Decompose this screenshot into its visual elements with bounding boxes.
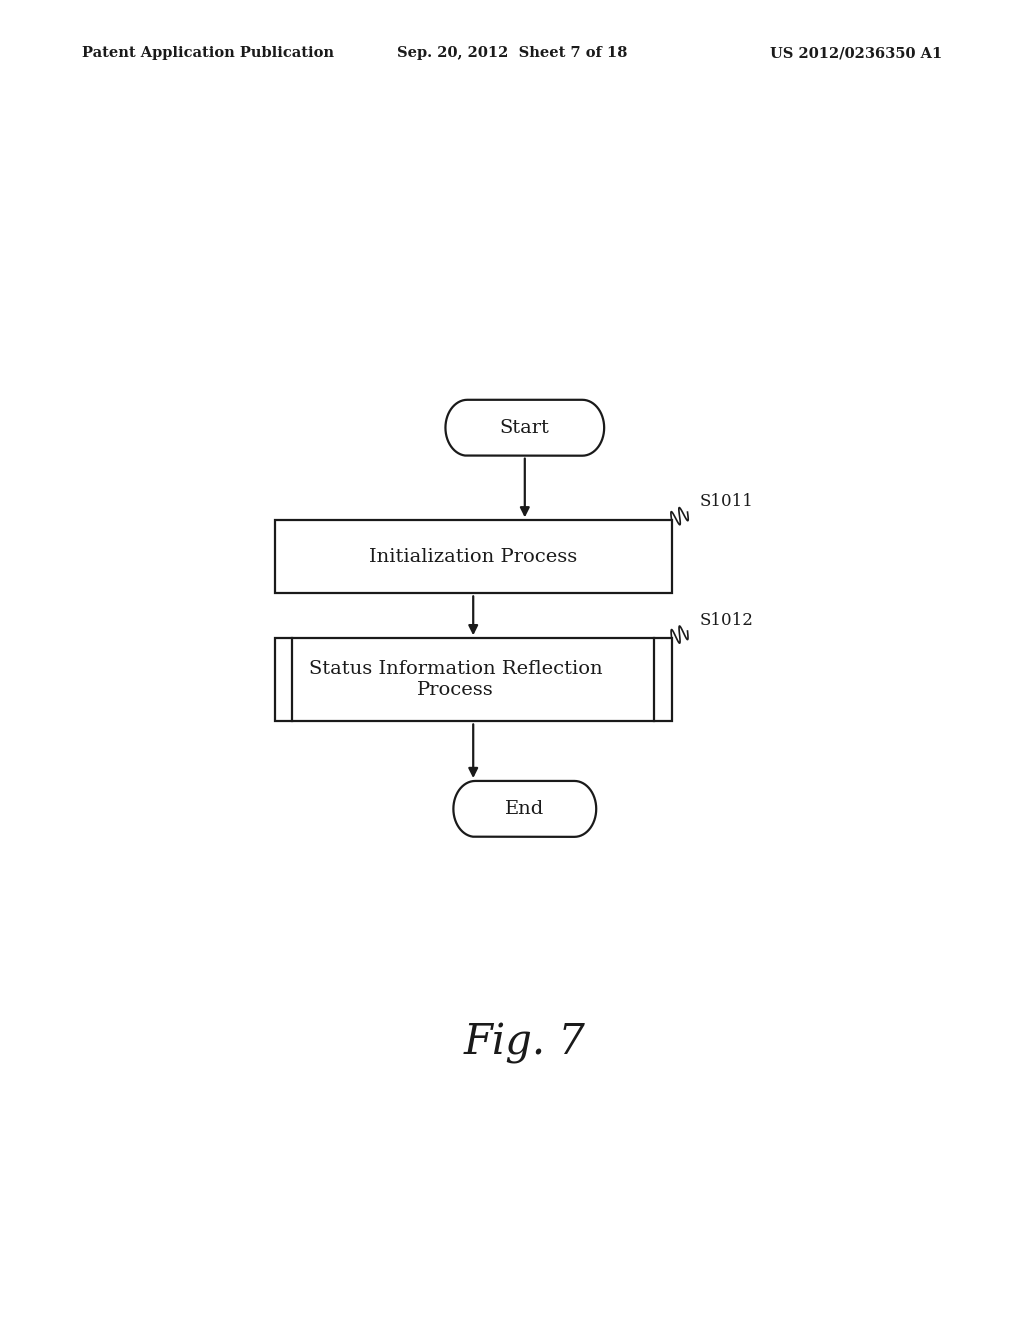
Text: Start: Start — [500, 418, 550, 437]
Text: S1011: S1011 — [699, 494, 754, 511]
Text: S1012: S1012 — [699, 612, 754, 630]
Text: Initialization Process: Initialization Process — [369, 548, 578, 566]
Text: Status Information Reflection
Process: Status Information Reflection Process — [309, 660, 602, 700]
Text: Fig. 7: Fig. 7 — [464, 1022, 586, 1064]
Bar — [274, 638, 672, 722]
Text: US 2012/0236350 A1: US 2012/0236350 A1 — [770, 46, 942, 61]
Text: End: End — [505, 800, 545, 818]
PathPatch shape — [454, 781, 596, 837]
PathPatch shape — [445, 400, 604, 455]
Text: Sep. 20, 2012  Sheet 7 of 18: Sep. 20, 2012 Sheet 7 of 18 — [397, 46, 627, 61]
Bar — [274, 520, 672, 594]
Text: Patent Application Publication: Patent Application Publication — [82, 46, 334, 61]
